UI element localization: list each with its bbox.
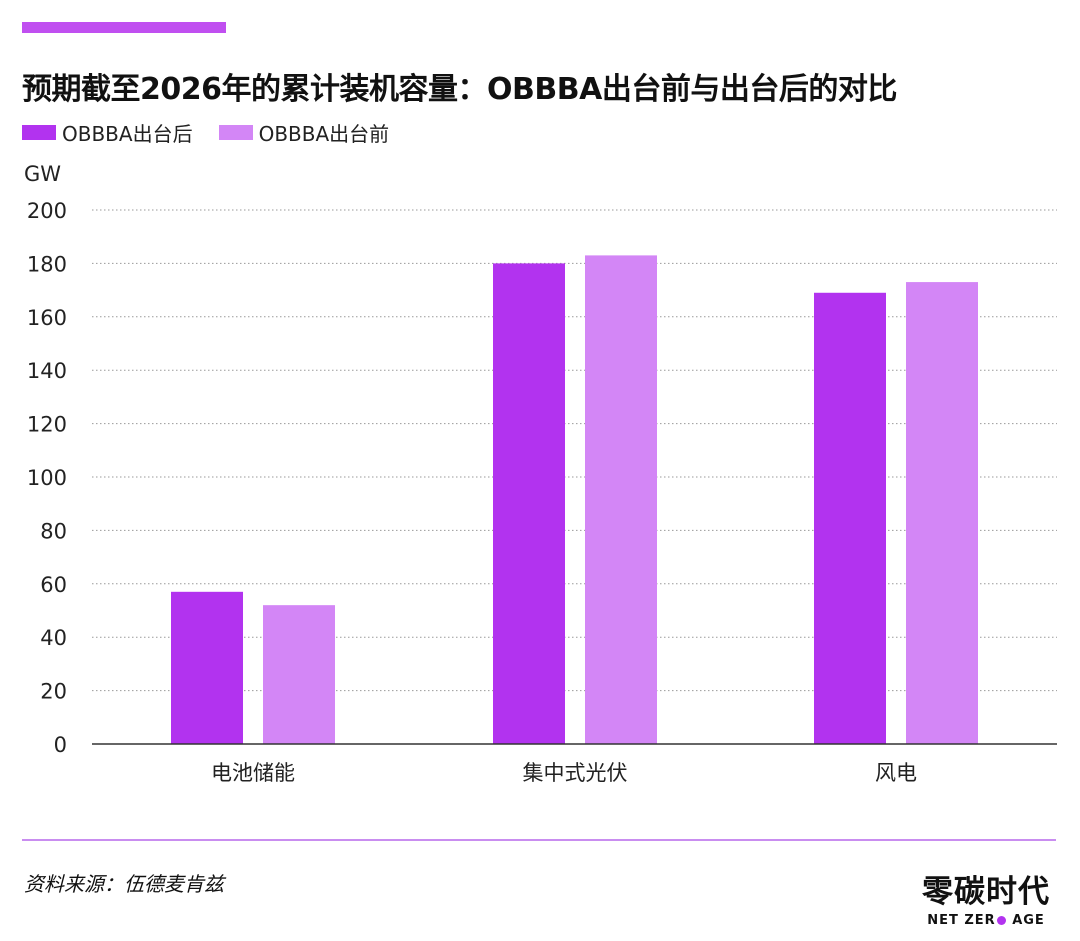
bar-after-2 [493,263,565,744]
brand-en-left: NET ZER [927,913,996,928]
brand-logo: 零碳时代 NET ZER AGE [922,866,1050,928]
legend-swatch-before [218,125,253,140]
y-axis-unit: GW [24,162,62,186]
brand-dot-icon [996,916,1006,925]
chart-title: 预期截至2026年的累计装机容量：OBBBA出台前与出台后的对比 [22,72,897,107]
top-accent-bar [22,22,226,33]
y-axis-ticks: 0 20 40 60 80 100 120 140 160 180 200 [27,199,67,757]
y-tick-label: 100 [27,466,67,490]
x-category-label: 集中式光伏 [523,761,628,785]
legend-swatch-after [22,125,56,140]
grid-lines [92,209,1057,692]
y-tick-label: 140 [27,359,67,383]
y-tick-label: 80 [40,519,67,543]
brand-name-cn: 零碳时代 [922,874,1050,910]
legend-label-after: OBBBA出台后 [62,122,193,146]
bar-before-3 [906,282,978,744]
x-axis-categories: 电池储能 集中式光伏 风电 [211,761,917,785]
legend-label-before: OBBBA出台前 [258,122,390,146]
bar-before-2 [585,255,657,744]
y-tick-label: 200 [27,199,67,223]
y-tick-label: 20 [40,680,67,704]
legend-item-before: OBBBA出台前 [218,118,390,147]
brand-name-en: NET ZER AGE [922,913,1050,928]
legend-item-after: OBBBA出台后 [22,118,193,147]
y-tick-label: 0 [54,733,67,757]
source-note: 资料来源：伍德麦肯兹 [24,872,224,896]
x-category-label: 电池储能 [211,761,295,785]
x-category-label: 风电 [875,761,917,785]
bar-after-1 [171,591,243,744]
footer-divider [22,839,1056,841]
y-tick-label: 120 [27,413,67,437]
y-tick-label: 60 [40,573,67,597]
y-tick-label: 40 [40,626,67,650]
legend: OBBBA出台后 OBBBA出台前 [22,118,415,147]
bars [171,255,978,744]
bar-before-1 [263,605,335,744]
y-tick-label: 160 [27,306,67,330]
bar-after-3 [814,292,886,744]
y-tick-label: 180 [27,252,67,276]
brand-en-right: AGE [1006,913,1045,928]
